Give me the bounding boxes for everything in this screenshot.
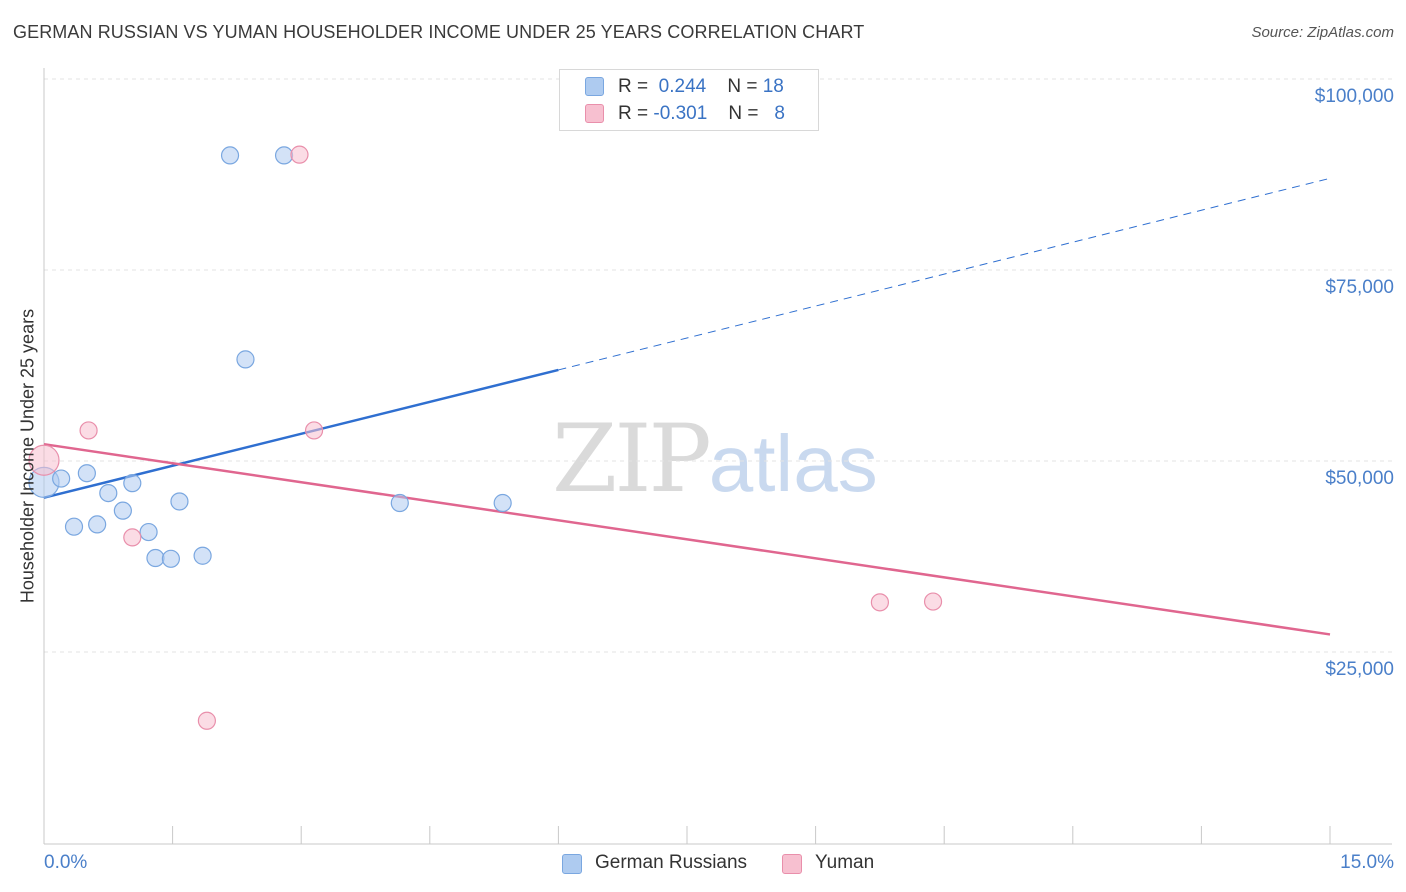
y-tick-label-50000: $50,000	[1325, 468, 1394, 489]
point-yuman-2	[123, 528, 142, 547]
point-german-russians-15	[274, 146, 294, 165]
point-yuman-0	[28, 444, 60, 476]
point-german-russians-6	[113, 501, 132, 520]
point-german-russians-10	[161, 549, 180, 568]
y-tick-label-75000: $75,000	[1325, 277, 1394, 298]
point-german-russians-3	[77, 464, 96, 483]
watermark: ZIPatlas	[552, 405, 878, 514]
point-german-russians-4	[88, 515, 107, 534]
point-yuman-7	[923, 592, 943, 611]
point-german-russians-13	[220, 146, 240, 165]
point-german-russians-12	[193, 546, 212, 565]
point-german-russians-5	[99, 483, 118, 503]
point-german-russians-11	[170, 492, 189, 511]
trendline-yuman	[43, 442, 1331, 636]
point-german-russians-16	[390, 493, 409, 513]
bottom-legend-swatch-german-russians	[562, 854, 582, 874]
point-german-russians-14	[236, 350, 255, 369]
point-yuman-1	[79, 421, 98, 440]
bottom-legend-label-german-russians: German Russians	[595, 852, 748, 873]
point-yuman-6	[870, 593, 890, 612]
stats-legend: R = 0.244 N = 18 R = -0.301 N = 8	[559, 69, 819, 131]
legend-text-yuman: R = -0.301 N = 8	[618, 103, 785, 124]
point-german-russians-8	[139, 522, 158, 542]
y-tick-label-25000: $25,000	[1325, 659, 1394, 680]
point-german-russians-1	[52, 469, 71, 488]
point-yuman-5	[304, 421, 324, 440]
point-yuman-3	[197, 711, 216, 730]
trendline-german-russians-extension	[558, 177, 1331, 371]
point-yuman-4	[290, 145, 309, 164]
x-tick-label-min: 0.0%	[44, 852, 88, 873]
point-german-russians-9	[146, 548, 165, 568]
x-tick-label-max: 15.0%	[1340, 852, 1394, 873]
point-german-russians-2	[64, 517, 84, 536]
watermark-atlas: atlas	[708, 419, 878, 508]
y-axis-label: Householder Income Under 25 years	[17, 308, 38, 604]
legend-swatch-german-russians	[585, 77, 604, 96]
chart-title: GERMAN RUSSIAN VS YUMAN HOUSEHOLDER INCO…	[13, 22, 865, 42]
y-tick-label-100000: $100,000	[1314, 86, 1394, 107]
legend-text-german-russians: R = 0.244 N = 18	[618, 76, 784, 97]
watermark-zip: ZIP	[552, 405, 712, 514]
bottom-legend-label-yuman: Yuman	[815, 852, 875, 873]
legend-swatch-yuman	[585, 104, 604, 123]
trendline-german-russians	[43, 368, 559, 499]
point-german-russians-7	[123, 474, 142, 493]
source-label: Source: ZipAtlas.com	[1251, 24, 1394, 41]
bottom-legend-swatch-yuman	[782, 854, 802, 874]
point-german-russians-17	[493, 493, 512, 513]
